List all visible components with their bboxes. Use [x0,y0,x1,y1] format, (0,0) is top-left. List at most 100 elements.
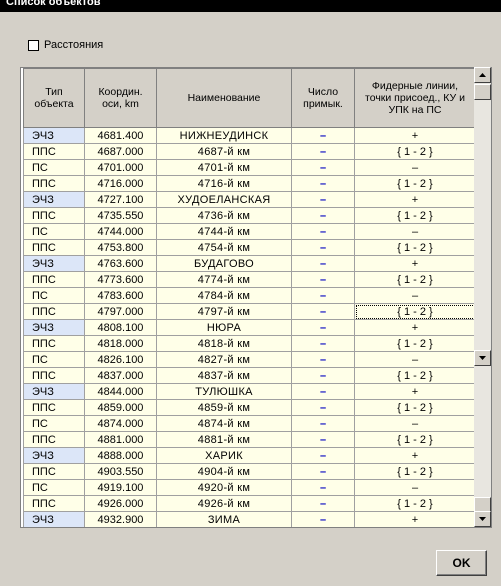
title-bar: Список объектов [0,0,501,12]
arrow-icon [479,73,486,77]
column-header: Наименование [156,68,292,128]
table-cell: – [291,479,355,496]
table-cell: 4783.600 [84,287,157,304]
column-header: Координ. оси, km [84,68,157,128]
table-cell: + [354,191,476,208]
table-cell: { 1 - 2 } [354,271,476,288]
table-cell: ППС [23,367,85,384]
table-row: ЭЧЗ 4844.000 ТУЛЮШКА – + [23,383,476,400]
table-cell: ЭЧЗ [23,383,85,400]
table-row: ЭЧЗ 4681.400 НИЖНЕУДИНСК – + [23,127,476,144]
table-cell: 4818.000 [84,335,157,352]
table-cell: – [291,495,355,512]
checkbox-box[interactable] [28,39,39,51]
table-row: ППС 4716.000 4716-й км –{ 1 - 2 } [23,175,476,192]
table-cell: 4881.000 [84,431,157,448]
table-row: ЭЧЗ 4727.100 ХУДОЕЛАНСКАЯ – + [23,191,476,208]
table-cell: – [354,351,476,368]
table-cell: – [291,127,355,144]
table-cell: – [291,143,355,160]
table-cell: 4797-й км [156,303,292,320]
table-cell: – [291,335,355,352]
table-cell: 4701-й км [156,159,292,176]
table-cell: ППС [23,239,85,256]
table-cell: – [291,271,355,288]
table-cell: { 1 - 2 } [354,463,476,480]
table-cell: 4926-й км [156,495,292,512]
table-cell: { 1 - 2 } [354,207,476,224]
table-row: ЭЧЗ 4932.900 ЗИМА – + [23,511,476,527]
table-cell: ХУДОЕЛАНСКАЯ [156,191,292,208]
table-cell: 4844.000 [84,383,157,400]
scroll-down[interactable] [474,511,491,527]
scrollbar[interactable] [474,67,491,527]
table-cell: ППС [23,399,85,416]
table-cell: { 1 - 2 } [354,143,476,160]
scroll-down[interactable] [474,350,491,366]
table-cell: ППС [23,207,85,224]
table-cell: 4826.100 [84,351,157,368]
table-cell: ПС [23,351,85,368]
table-cell: 4797.000 [84,303,157,320]
table-cell: ТУЛЮШКА [156,383,292,400]
table-cell: 4716.000 [84,175,157,192]
table-cell: ППС [23,495,85,512]
table-row: ППС 4837.000 4837-й км –{ 1 - 2 } [23,367,476,384]
table-cell: ППС [23,335,85,352]
table-cell: + [354,511,476,527]
ok-button[interactable]: OK [436,550,487,576]
table-cell: + [354,319,476,336]
table-cell: – [291,287,355,304]
table-cell: – [291,223,355,240]
table-row: ППС 4818.000 4818-й км –{ 1 - 2 } [23,335,476,352]
table-cell: – [291,191,355,208]
table-cell: 4701.000 [84,159,157,176]
table-cell: { 1 - 2 } [354,239,476,256]
table-cell: + [354,127,476,144]
table-cell: 4763.600 [84,255,157,272]
table-cell: – [291,351,355,368]
table-cell: 4837-й км [156,367,292,384]
table-row: ПС 4701.000 4701-й км – – [23,159,476,176]
table-cell: { 1 - 2 } [354,335,476,352]
scroll-up[interactable] [474,67,491,83]
table-cell: ЗИМА [156,511,292,527]
scroll-thumb[interactable] [474,84,491,100]
table-cell: ПС [23,159,85,176]
table-cell: 4827-й км [156,351,292,368]
table-cell: ППС [23,303,85,320]
checkbox[interactable]: Расстояния [28,39,103,51]
table-cell: { 1 - 2 } [354,175,476,192]
table-row: ПС 4874.000 4874-й км – – [23,415,476,432]
table-cell: + [354,447,476,464]
table-cell: ПС [23,223,85,240]
table-cell: ЭЧЗ [23,127,85,144]
table-row: ЭЧЗ 4808.100 НЮРА – + [23,319,476,336]
table-row: ППС 4687.000 4687-й км –{ 1 - 2 } [23,143,476,160]
table-cell: 4687-й км [156,143,292,160]
table-cell: – [291,239,355,256]
table-row: ППС 4773.600 4774-й км –{ 1 - 2 } [23,271,476,288]
table-cell: – [291,367,355,384]
table-cell: 4754-й км [156,239,292,256]
table-cell: + [354,255,476,272]
table-cell: 4784-й км [156,287,292,304]
checkbox-label[interactable]: Расстояния [44,39,104,51]
table-cell: НЮРА [156,319,292,336]
table-cell: 4888.000 [84,447,157,464]
table-cell: 4681.400 [84,127,157,144]
table-cell: ЭЧЗ [23,511,85,527]
table-cell: – [291,463,355,480]
table-row: ЭЧЗ 4888.000 ХАРИК – + [23,447,476,464]
column-header: Тип объекта [23,68,85,128]
table-cell: 4859-й км [156,399,292,416]
table-cell: 4818-й км [156,335,292,352]
table-row: ППС 4881.000 4881-й км –{ 1 - 2 } [23,431,476,448]
table-cell: БУДАГОВО [156,255,292,272]
table: Тип объекта Координ. оси, km Наименование Ч… [23,68,476,527]
table-row: ПС 4826.100 4827-й км – – [23,351,476,368]
column-header: Фидерные линии, точки присоед., КУ и УПК… [354,68,476,128]
table-cell: ППС [23,175,85,192]
table-cell: ЭЧЗ [23,319,85,336]
